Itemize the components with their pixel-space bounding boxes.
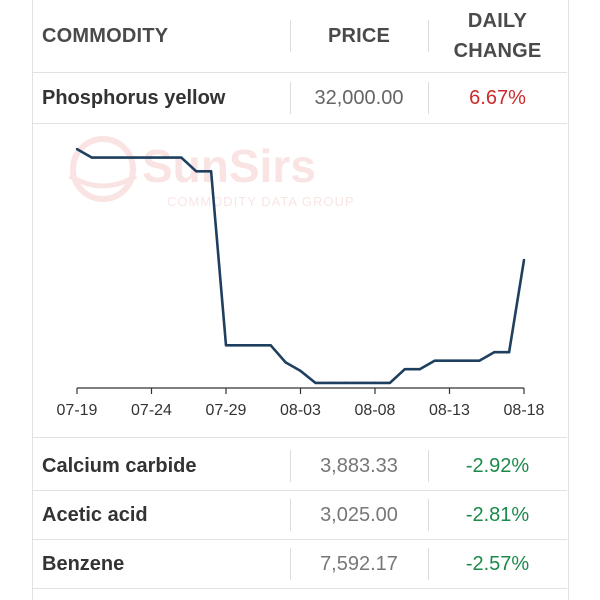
row-divider (290, 450, 291, 482)
featured-commodity-change: 6.67% (469, 86, 526, 109)
data-point (284, 361, 287, 364)
data-point (254, 344, 257, 347)
data-point (239, 344, 243, 347)
data-point (478, 359, 481, 362)
row-divider (428, 499, 429, 531)
data-point (344, 381, 347, 385)
data-point (388, 381, 392, 385)
price-line-chart-svg: SunSirs COMMODITY DATA GROUP 07-19 07-24 0… (57, 136, 545, 419)
series-layer (75, 147, 526, 385)
data-point (75, 147, 79, 151)
data-point (314, 381, 317, 385)
commodity-change: -2.81% (465, 503, 530, 526)
row-divider (428, 450, 429, 482)
x-tick-label: 07-29 (206, 402, 247, 419)
data-point (165, 156, 168, 159)
x-tick-label: 08-13 (429, 402, 470, 419)
data-point (463, 359, 466, 362)
data-point (507, 350, 511, 354)
featured-commodity-price: 32,000.00 (314, 86, 404, 109)
row-divider (290, 548, 291, 580)
commodity-price: 7,592.17 (320, 552, 398, 575)
commodity-price: 3,025.00 (320, 503, 398, 526)
data-point (120, 156, 123, 159)
table-row[interactable]: Calcium carbide 3,883.33 -2.92% (32, 442, 567, 491)
x-tick-label: 07-19 (57, 402, 98, 419)
header-change-line1: DAILY (467, 10, 528, 32)
x-tick-label: 08-03 (280, 402, 321, 419)
table-row[interactable]: Acetic acid 3,025.00 -2.81% (32, 491, 567, 540)
commodity-name: Calcium carbide (42, 454, 197, 477)
row-divider (290, 499, 291, 531)
watermark-brand: SunSirs (142, 140, 316, 192)
data-point (493, 350, 496, 354)
data-point (418, 368, 421, 371)
watermark-sun-icon (70, 136, 136, 202)
x-tick-label: 08-08 (355, 402, 396, 419)
data-point (180, 156, 183, 159)
data-point (195, 170, 198, 173)
data-point (299, 369, 302, 373)
featured-commodity-name: Phosphorus yellow (42, 86, 226, 109)
data-point (358, 381, 362, 385)
featured-commodity-row[interactable]: Phosphorus yellow 32,000.00 6.67% (32, 73, 567, 124)
commodity-name: Acetic acid (42, 503, 148, 526)
watermark-swoosh-icon (68, 173, 138, 189)
commodity-price: 3,883.33 (320, 454, 398, 477)
data-point (329, 381, 332, 385)
header-price: PRICE (327, 24, 391, 47)
data-point (135, 156, 138, 159)
data-point (105, 156, 109, 159)
data-point (373, 381, 377, 385)
x-tick-label: 07-24 (131, 402, 172, 419)
header-daily-change: DAILY CHANGE (428, 0, 567, 72)
x-tick-label: 08-18 (504, 402, 545, 419)
data-point (522, 258, 526, 262)
row-divider (290, 82, 291, 114)
row-divider (428, 82, 429, 114)
table-frame (32, 0, 569, 600)
row-divider (428, 548, 429, 580)
commodity-change: -2.92% (465, 454, 530, 477)
data-point (403, 368, 406, 371)
price-chart: SunSirs COMMODITY DATA GROUP 07-19 07-24 0… (32, 124, 567, 438)
header-divider (428, 20, 429, 52)
header-change-line2: CHANGE (453, 40, 542, 62)
data-point (209, 170, 213, 173)
data-point (433, 359, 436, 362)
watermark-tagline: COMMODITY DATA GROUP (167, 194, 355, 209)
data-point (224, 344, 228, 347)
header-commodity: COMMODITY (42, 24, 169, 47)
table-row[interactable]: Benzene 7,592.17 -2.57% (32, 540, 567, 589)
data-point (150, 156, 153, 159)
table-header: COMMODITY PRICE DAILY CHANGE (32, 0, 567, 73)
data-point (269, 344, 272, 347)
data-point (90, 156, 94, 159)
commodity-change: -2.57% (465, 552, 530, 575)
commodity-name: Benzene (42, 552, 125, 575)
x-axis: 07-19 07-24 07-29 08-03 08-08 08-13 08-18 (57, 387, 545, 419)
header-divider (290, 20, 291, 52)
data-point (448, 359, 451, 362)
